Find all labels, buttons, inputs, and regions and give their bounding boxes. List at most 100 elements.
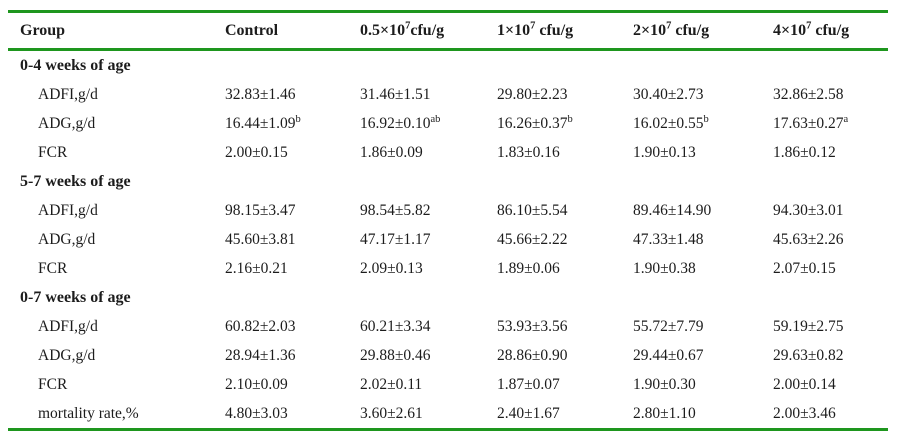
column-header-dose-4: 4×107 cfu/g bbox=[773, 11, 888, 51]
data-cell: 2.80±1.10 bbox=[633, 399, 773, 430]
row-label: FCR bbox=[38, 259, 68, 277]
row-label: ADFI,g/d bbox=[38, 85, 98, 103]
results-table: Group Control 0.5×107cfu/g 1×107 cfu/g 2… bbox=[8, 10, 888, 431]
cell-value: 1.86±0.12 bbox=[773, 143, 836, 161]
data-cell: 2.09±0.13 bbox=[360, 254, 497, 283]
table-row-adfi-0-4: ADFI,g/d 32.83±1.46 31.46±1.51 29.80±2.2… bbox=[8, 80, 888, 109]
column-header-dose-1: 1×107 cfu/g bbox=[497, 11, 633, 51]
cell-value: 1.89±0.06 bbox=[497, 259, 560, 277]
data-cell: 31.46±1.51 bbox=[360, 80, 497, 109]
cell-value: 45.63±2.26 bbox=[773, 230, 844, 248]
column-header-dose-2: 2×107 cfu/g bbox=[633, 11, 773, 51]
column-header-group: Group bbox=[8, 11, 225, 51]
data-cell: 86.10±5.54 bbox=[497, 196, 633, 225]
cell-value: 47.33±1.48 bbox=[633, 230, 704, 248]
table-row-adg-0-4: ADG,g/d 16.44±1.09b 16.92±0.10ab 16.26±0… bbox=[8, 109, 888, 138]
data-cell: 53.93±3.56 bbox=[497, 312, 633, 341]
cell-value: 60.21±3.34 bbox=[360, 317, 431, 335]
column-header-sup: 7 bbox=[666, 20, 672, 32]
data-cell: 59.19±2.75 bbox=[773, 312, 888, 341]
cell-sup: b bbox=[703, 113, 709, 125]
cell-value: 2.00±3.46 bbox=[773, 404, 836, 422]
data-cell: 1.90±0.13 bbox=[633, 138, 773, 167]
data-cell: 29.63±0.82 bbox=[773, 341, 888, 370]
column-header-label: 4×10 bbox=[773, 21, 807, 39]
column-header-unit: cfu/g bbox=[671, 21, 710, 39]
data-cell: 45.60±3.81 bbox=[225, 225, 360, 254]
cell-value: 94.30±3.01 bbox=[773, 201, 844, 219]
cell-value: 2.00±0.15 bbox=[225, 143, 288, 161]
cell-value: 2.16±0.21 bbox=[225, 259, 288, 277]
cell-value: 1.90±0.30 bbox=[633, 375, 696, 393]
data-cell: 98.15±3.47 bbox=[225, 196, 360, 225]
data-cell: 1.90±0.30 bbox=[633, 370, 773, 399]
section-row-5-7-weeks: 5-7 weeks of age bbox=[8, 167, 888, 196]
data-cell: 94.30±3.01 bbox=[773, 196, 888, 225]
cell-value: 1.87±0.07 bbox=[497, 375, 560, 393]
cell-value: 29.88±0.46 bbox=[360, 346, 431, 364]
table-row-mortality: mortality rate,% 4.80±3.03 3.60±2.61 2.4… bbox=[8, 399, 888, 430]
data-cell: 55.72±7.79 bbox=[633, 312, 773, 341]
cell-value: 17.63±0.27 bbox=[773, 114, 844, 132]
data-cell: 45.66±2.22 bbox=[497, 225, 633, 254]
table-row-fcr-0-4: FCR 2.00±0.15 1.86±0.09 1.83±0.16 1.90±0… bbox=[8, 138, 888, 167]
cell-value: 16.02±0.55 bbox=[633, 114, 704, 132]
column-header-label: 2×10 bbox=[633, 21, 667, 39]
data-cell: 17.63±0.27a bbox=[773, 109, 888, 138]
cell-value: 3.60±2.61 bbox=[360, 404, 423, 422]
data-cell: 16.02±0.55b bbox=[633, 109, 773, 138]
cell-value: 30.40±2.73 bbox=[633, 85, 704, 103]
data-cell: 29.80±2.23 bbox=[497, 80, 633, 109]
cell-value: 2.09±0.13 bbox=[360, 259, 423, 277]
data-cell: 2.40±1.67 bbox=[497, 399, 633, 430]
data-cell: 47.17±1.17 bbox=[360, 225, 497, 254]
data-cell: 2.00±3.46 bbox=[773, 399, 888, 430]
table-row-fcr-5-7: FCR 2.16±0.21 2.09±0.13 1.89±0.06 1.90±0… bbox=[8, 254, 888, 283]
cell-value: 45.66±2.22 bbox=[497, 230, 568, 248]
row-label: ADFI,g/d bbox=[38, 201, 98, 219]
cell-value: 28.86±0.90 bbox=[497, 346, 568, 364]
cell-value: 1.86±0.09 bbox=[360, 143, 423, 161]
column-header-sup: 7 bbox=[806, 20, 812, 32]
cell-value: 2.00±0.14 bbox=[773, 375, 836, 393]
cell-value: 2.07±0.15 bbox=[773, 259, 836, 277]
data-cell: 16.92±0.10ab bbox=[360, 109, 497, 138]
table-row-adg-0-7: ADG,g/d 28.94±1.36 29.88±0.46 28.86±0.90… bbox=[8, 341, 888, 370]
cell-value: 59.19±2.75 bbox=[773, 317, 844, 335]
data-cell: 2.00±0.14 bbox=[773, 370, 888, 399]
row-label: ADFI,g/d bbox=[38, 317, 98, 335]
row-label: FCR bbox=[38, 143, 68, 161]
table-row-adfi-0-7: ADFI,g/d 60.82±2.03 60.21±3.34 53.93±3.5… bbox=[8, 312, 888, 341]
cell-value: 29.80±2.23 bbox=[497, 85, 568, 103]
column-header-label: 1×10 bbox=[497, 21, 531, 39]
section-row-0-4-weeks: 0-4 weeks of age bbox=[8, 50, 888, 81]
column-header-sup: 7 bbox=[405, 20, 411, 32]
data-cell: 1.86±0.12 bbox=[773, 138, 888, 167]
column-header-label: 0.5×10 bbox=[360, 21, 406, 39]
cell-value: 47.17±1.17 bbox=[360, 230, 431, 248]
cell-value: 2.02±0.11 bbox=[360, 375, 423, 393]
data-cell: 1.87±0.07 bbox=[497, 370, 633, 399]
row-label: ADG,g/d bbox=[38, 114, 96, 132]
data-cell: 45.63±2.26 bbox=[773, 225, 888, 254]
header-row: Group Control 0.5×107cfu/g 1×107 cfu/g 2… bbox=[8, 11, 888, 51]
cell-value: 55.72±7.79 bbox=[633, 317, 704, 335]
data-cell: 30.40±2.73 bbox=[633, 80, 773, 109]
data-cell: 1.89±0.06 bbox=[497, 254, 633, 283]
table-row-fcr-0-7: FCR 2.10±0.09 2.02±0.11 1.87±0.07 1.90±0… bbox=[8, 370, 888, 399]
cell-value: 2.40±1.67 bbox=[497, 404, 560, 422]
column-header-label: Group bbox=[20, 21, 66, 39]
cell-value: 1.83±0.16 bbox=[497, 143, 560, 161]
section-title: 0-7 weeks of age bbox=[20, 288, 131, 306]
cell-value: 53.93±3.56 bbox=[497, 317, 568, 335]
cell-value: 16.44±1.09 bbox=[225, 114, 296, 132]
cell-value: 86.10±5.54 bbox=[497, 201, 568, 219]
data-cell: 28.94±1.36 bbox=[225, 341, 360, 370]
cell-value: 1.90±0.13 bbox=[633, 143, 696, 161]
cell-value: 29.63±0.82 bbox=[773, 346, 844, 364]
table-body: 0-4 weeks of age ADFI,g/d 32.83±1.46 31.… bbox=[8, 50, 888, 430]
data-cell: 28.86±0.90 bbox=[497, 341, 633, 370]
data-cell: 2.00±0.15 bbox=[225, 138, 360, 167]
cell-value: 89.46±14.90 bbox=[633, 201, 712, 219]
